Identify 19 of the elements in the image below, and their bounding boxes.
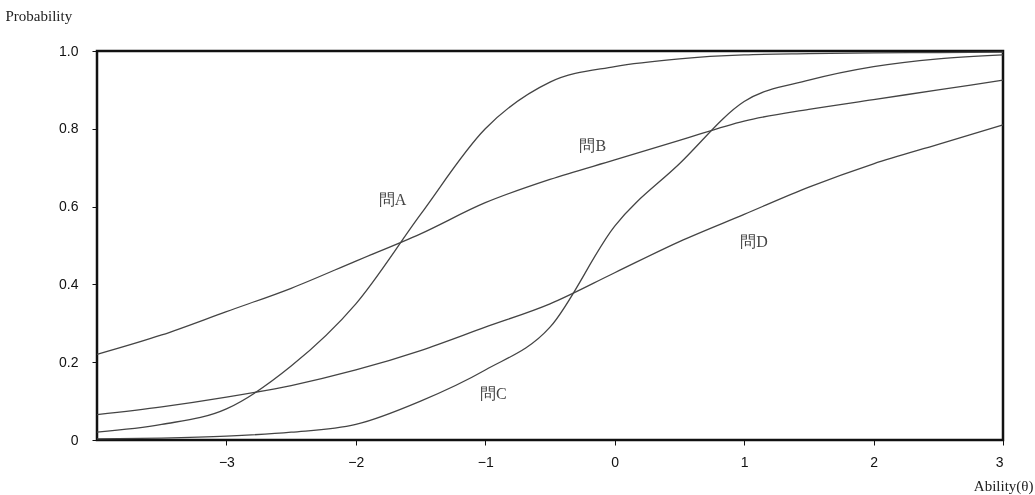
series-label: 問C [479,384,507,402]
x-tick-label: 2 [870,453,879,470]
x-tick-label: 1 [740,453,749,470]
y-axis-title: Probability [5,7,73,24]
x-axis-title: Ability(θ) [973,477,1034,495]
x-tick-label: −1 [477,453,494,470]
series-label: 問B [579,136,607,154]
series-label: 問A [378,191,407,209]
y-tick-label: 0.8 [59,120,79,137]
x-tick-label: 0 [611,453,620,470]
y-tick-label: 0.6 [59,198,79,215]
series-label: 問D [740,233,768,251]
y-tick-label: 0 [70,431,79,448]
y-tick-label: 0.2 [59,353,79,370]
y-tick-label: 1.0 [59,42,79,59]
y-tick-label: 0.4 [59,275,79,292]
x-tick-label: −2 [348,453,365,470]
x-tick-label: 3 [995,453,1004,470]
x-tick-label: −3 [218,453,236,470]
